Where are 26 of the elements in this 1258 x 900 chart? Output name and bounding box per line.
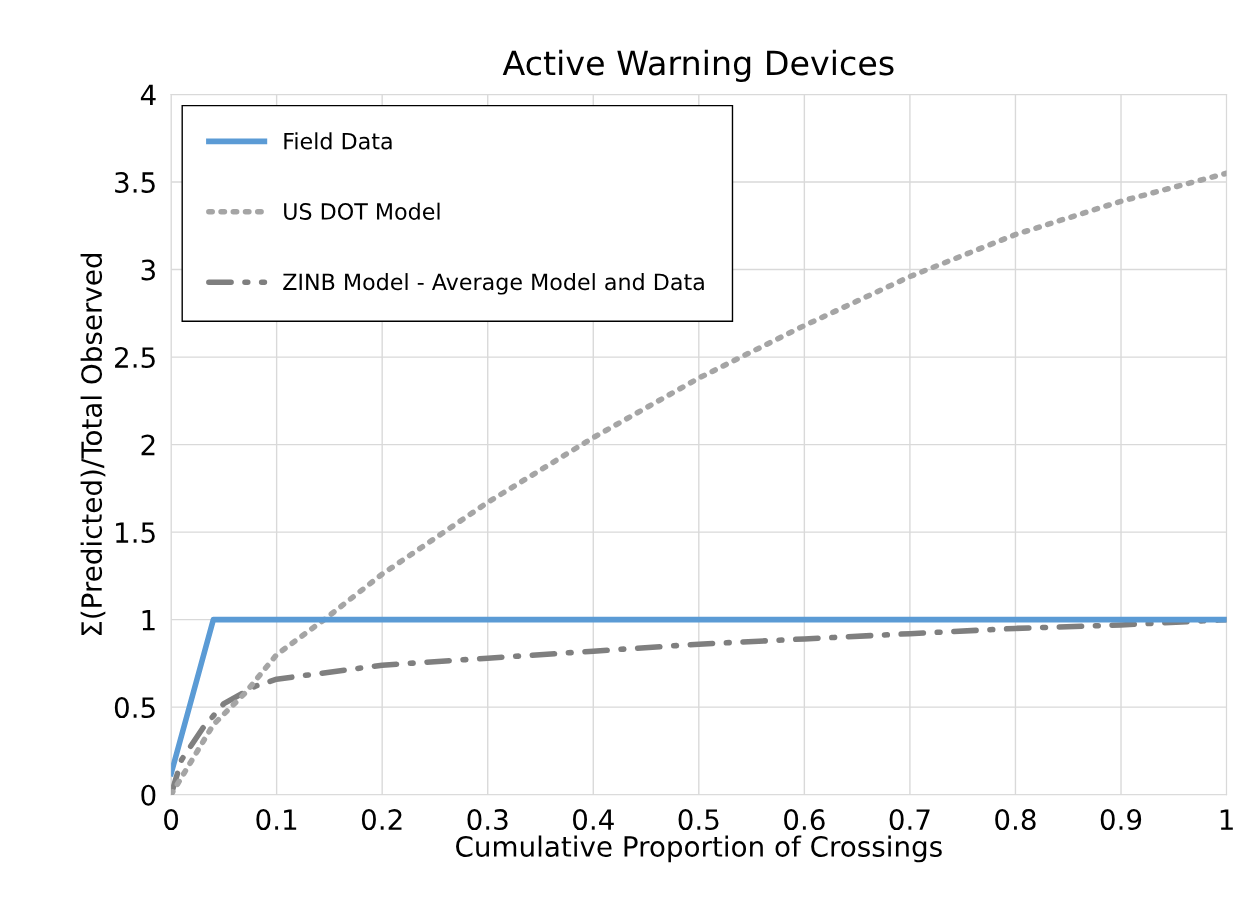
y-tick-label: 3 [141,259,155,281]
x-tick-label: 0.2 [361,809,402,831]
y-tick-label: 1 [142,609,155,631]
x-tick-label: 0.9 [1100,809,1142,831]
x-tick-label: 0.4 [573,809,614,831]
x-tick-label: 1 [1220,809,1233,830]
legend-label: ZINB Model - Average Model and Data [283,273,704,295]
x-tick-label: 0 [164,809,179,831]
x-tick-label: 0.7 [889,809,930,831]
y-tick-label: 2.5 [115,347,155,369]
x-tick-label: 0.8 [995,809,1036,831]
y-tick-label: 1.5 [116,522,155,544]
x-tick-label: 0.5 [678,809,719,831]
y-axis-title: Σ(Predicted)/Total Observed [80,253,106,636]
y-tick-label: 4 [140,84,156,106]
y-tick-label: 0 [141,784,156,806]
x-tick-label: 0.1 [256,809,297,831]
legend-label: US DOT Model [284,202,440,220]
x-tick-label: 0.3 [467,809,508,831]
y-tick-label: 0.5 [114,697,155,719]
y-tick-label: 3.5 [115,171,155,193]
chart-title: Active Warning Devices [502,49,894,82]
y-tick-label: 2 [141,434,155,456]
legend-label: Field Data [284,132,392,150]
x-tick-label: 0.6 [784,809,825,831]
x-axis-title: Cumulative Proportion of Crossings [456,835,942,863]
